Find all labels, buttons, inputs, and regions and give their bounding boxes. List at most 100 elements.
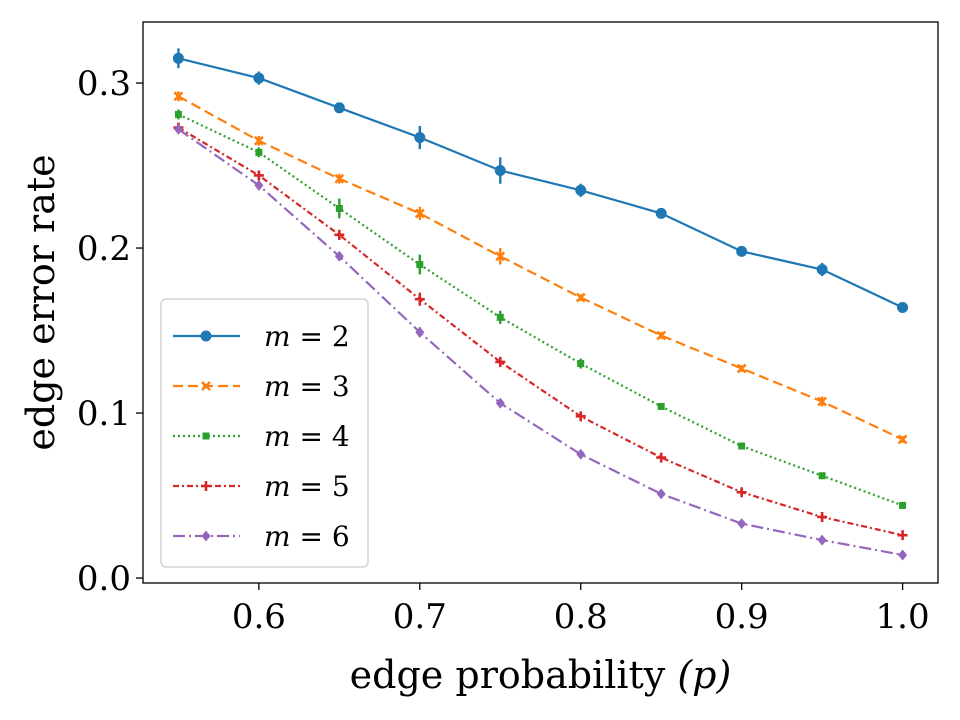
data-point: [255, 148, 263, 156]
legend-label-rest: = 5: [291, 470, 350, 503]
data-point: [656, 488, 666, 500]
data-point: [253, 170, 264, 181]
data-point: [736, 363, 747, 374]
data-point: [173, 91, 184, 102]
series-line: [178, 57, 904, 309]
series-4: [174, 109, 907, 509]
legend-label-var: m: [264, 420, 291, 453]
data-point: [495, 356, 506, 367]
plot-frame: [142, 21, 939, 584]
data-point: [816, 264, 828, 275]
legend-label: m = 5: [264, 470, 350, 503]
data-point: [577, 360, 585, 368]
data-point: [575, 292, 586, 303]
x-tick-label: 0.6: [232, 597, 286, 637]
data-point: [737, 518, 747, 530]
data-point: [414, 132, 426, 143]
data-point: [656, 330, 667, 341]
data-point: [253, 72, 265, 84]
series-3: [173, 91, 908, 445]
legend-item: m = 6: [173, 520, 350, 553]
data-point: [414, 294, 425, 305]
series-6: [173, 123, 908, 561]
data-point: [415, 326, 425, 338]
y-axis-title: edge error rate: [19, 154, 63, 450]
data-point: [736, 487, 747, 498]
x-axis-title: edge probability (p): [350, 653, 732, 697]
data-point: [575, 184, 587, 196]
data-point: [738, 442, 746, 450]
legend-label-var: m: [264, 320, 291, 353]
legend-marker: [201, 481, 211, 491]
legend-item: m = 3: [173, 370, 350, 403]
y-tick-label: 0.2: [77, 229, 131, 269]
x-axis-title-main: edge probability: [350, 653, 678, 697]
data-point: [253, 135, 264, 146]
legend-label: m = 3: [264, 370, 350, 403]
data-point: [736, 245, 748, 257]
legend-item: m = 2: [173, 320, 350, 353]
data-point: [817, 396, 828, 407]
legend-label: m = 6: [264, 520, 350, 553]
series-line: [177, 95, 904, 441]
legend-label-rest: = 4: [291, 420, 350, 453]
data-point: [496, 313, 504, 321]
data-point: [657, 402, 665, 410]
series-line: [177, 126, 903, 537]
data-point: [897, 301, 909, 313]
series-5: [173, 122, 908, 541]
series-layer: [172, 48, 909, 561]
legend-label-rest: = 2: [291, 320, 350, 353]
x-axis-title-var: (p): [677, 653, 731, 697]
data-point: [254, 179, 264, 191]
y-tick-label: 0.1: [77, 394, 131, 434]
legend-marker: [201, 530, 211, 542]
legend-marker: [202, 432, 210, 440]
legend-item: m = 5: [173, 470, 350, 503]
data-point: [172, 52, 184, 64]
legend-label-rest: = 3: [291, 370, 350, 403]
series-line: [177, 128, 903, 557]
legend-label: m = 2: [264, 320, 350, 353]
data-point: [334, 173, 345, 184]
legend-item: m = 4: [173, 420, 350, 453]
x-tick-label: 0.7: [393, 597, 447, 637]
legend-label-rest: = 6: [291, 520, 350, 553]
legend-box: [160, 298, 369, 568]
data-point: [335, 204, 343, 212]
data-point: [817, 534, 827, 546]
data-point: [173, 123, 183, 135]
data-point: [333, 102, 345, 114]
data-point: [334, 229, 345, 240]
data-point: [656, 452, 667, 463]
data-point: [174, 110, 182, 118]
data-point: [495, 397, 505, 409]
data-point: [655, 207, 667, 219]
data-point: [334, 250, 344, 262]
data-point: [898, 549, 908, 561]
data-point: [576, 448, 586, 460]
data-point: [899, 501, 907, 509]
data-point: [897, 434, 908, 445]
legend-marker: [201, 381, 211, 391]
legend-label-var: m: [264, 520, 291, 553]
x-tick-label: 0.8: [554, 597, 608, 637]
legend-label: m = 4: [264, 420, 350, 453]
x-tick-label: 0.9: [715, 597, 769, 637]
y-axis: 0.0 0.1 0.2 0.3: [77, 64, 143, 599]
data-point: [416, 261, 424, 269]
legend: m = 2m = 3m = 4m = 5m = 6: [160, 298, 369, 568]
data-point: [414, 208, 425, 219]
legend-marker: [200, 330, 212, 342]
data-point: [494, 165, 506, 176]
data-point: [897, 530, 908, 541]
data-point: [817, 512, 828, 522]
series-2: [172, 48, 909, 313]
legend-label-var: m: [264, 470, 291, 503]
legend-label-var: m: [264, 370, 291, 403]
y-tick-label: 0.3: [77, 64, 131, 104]
data-point: [495, 251, 506, 262]
data-point: [818, 472, 826, 480]
data-point: [575, 411, 586, 422]
